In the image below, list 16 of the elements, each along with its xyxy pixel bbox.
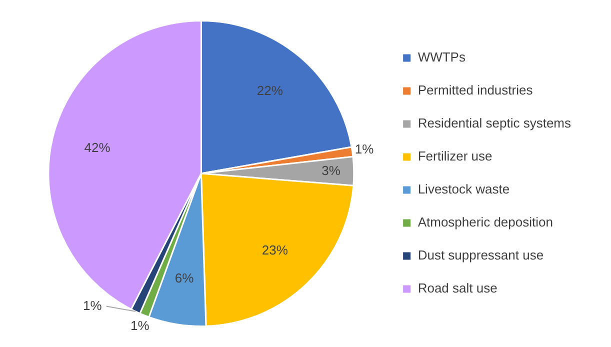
legend-label: Livestock waste <box>418 182 510 197</box>
legend-label: Permitted industries <box>418 82 534 98</box>
data-label: 1% <box>130 318 150 334</box>
data-label: 3% <box>322 163 341 178</box>
legend-label: Road salt use <box>418 280 498 296</box>
legend-label: Residential septic systems <box>418 116 572 131</box>
data-label: 1% <box>354 142 374 157</box>
legend-label: WWTPs <box>418 50 466 65</box>
data-label: 23% <box>262 242 288 258</box>
legend-label: Dust suppressant use <box>418 248 544 263</box>
data-label: 6% <box>174 270 194 286</box>
data-label: 42% <box>84 140 111 155</box>
data-label: 1% <box>82 298 102 313</box>
data-label: 22% <box>256 83 284 98</box>
legend-label: Fertilizer use <box>418 148 492 164</box>
legend-label: Atmospheric deposition <box>418 214 553 230</box>
